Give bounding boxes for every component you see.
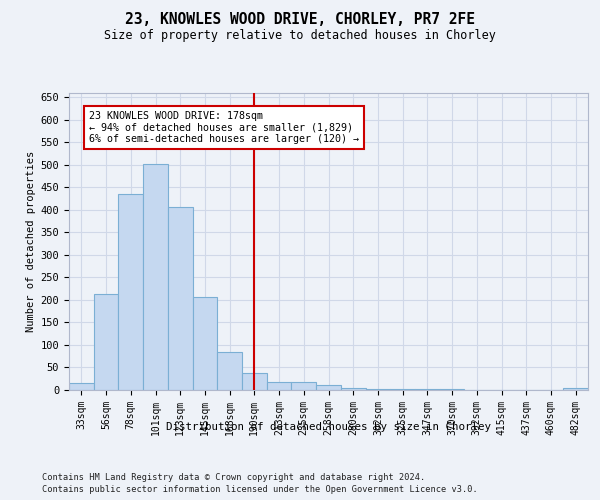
Bar bbox=[440, 389, 464, 390]
Bar bbox=[267, 382, 292, 390]
Y-axis label: Number of detached properties: Number of detached properties bbox=[26, 150, 37, 332]
Bar bbox=[563, 388, 588, 390]
Bar bbox=[316, 386, 341, 390]
Bar bbox=[217, 352, 242, 390]
Bar bbox=[415, 389, 440, 390]
Text: Size of property relative to detached houses in Chorley: Size of property relative to detached ho… bbox=[104, 29, 496, 42]
Bar bbox=[168, 206, 193, 390]
Bar bbox=[69, 383, 94, 390]
Bar bbox=[292, 382, 316, 390]
Bar bbox=[118, 194, 143, 390]
Bar bbox=[390, 389, 415, 390]
Bar bbox=[193, 296, 217, 390]
Bar bbox=[365, 388, 390, 390]
Text: Distribution of detached houses by size in Chorley: Distribution of detached houses by size … bbox=[166, 422, 491, 432]
Bar bbox=[94, 294, 118, 390]
Bar bbox=[341, 388, 365, 390]
Text: 23 KNOWLES WOOD DRIVE: 178sqm
← 94% of detached houses are smaller (1,829)
6% of: 23 KNOWLES WOOD DRIVE: 178sqm ← 94% of d… bbox=[89, 110, 359, 144]
Text: Contains public sector information licensed under the Open Government Licence v3: Contains public sector information licen… bbox=[42, 485, 478, 494]
Bar bbox=[242, 373, 267, 390]
Text: Contains HM Land Registry data © Crown copyright and database right 2024.: Contains HM Land Registry data © Crown c… bbox=[42, 472, 425, 482]
Text: 23, KNOWLES WOOD DRIVE, CHORLEY, PR7 2FE: 23, KNOWLES WOOD DRIVE, CHORLEY, PR7 2FE bbox=[125, 12, 475, 28]
Bar bbox=[143, 164, 168, 390]
